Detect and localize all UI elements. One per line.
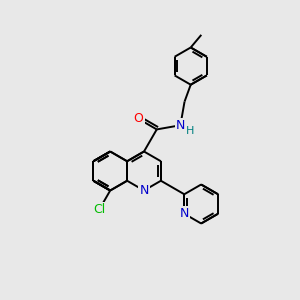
Text: H: H <box>186 126 194 136</box>
Text: N: N <box>176 119 185 132</box>
Text: N: N <box>180 207 189 220</box>
Text: N: N <box>139 184 149 197</box>
Text: O: O <box>134 112 143 125</box>
Text: Cl: Cl <box>93 203 105 217</box>
